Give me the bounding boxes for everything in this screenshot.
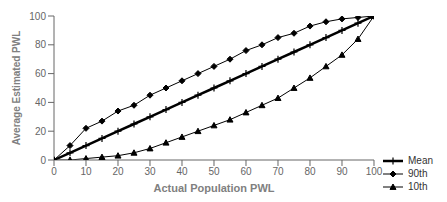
svg-text:30: 30 <box>144 166 156 177</box>
html-text:10th: 10th <box>408 181 428 192</box>
svg-text:100: 100 <box>29 11 46 22</box>
svg-text:Actual Population PWL: Actual Population PWL <box>153 182 274 194</box>
svg-text:80: 80 <box>35 39 47 50</box>
svg-text:20: 20 <box>35 126 47 137</box>
svg-text:50: 50 <box>208 166 220 177</box>
svg-text:0: 0 <box>51 166 57 177</box>
svg-text:60: 60 <box>35 68 47 79</box>
svg-text:40: 40 <box>176 166 188 177</box>
svg-text:0: 0 <box>40 155 46 166</box>
html-text:90th: 90th <box>408 168 428 179</box>
svg-text:20: 20 <box>112 166 124 177</box>
svg-text:100: 100 <box>366 166 383 177</box>
svg-text:70: 70 <box>272 166 284 177</box>
svg-text:Average Estimated PWL: Average Estimated PWL <box>11 31 22 146</box>
svg-text:80: 80 <box>304 166 316 177</box>
svg-text:60: 60 <box>240 166 252 177</box>
svg-text:10: 10 <box>80 166 92 177</box>
html-text:Mean: Mean <box>408 155 433 166</box>
svg-text:40: 40 <box>35 97 47 108</box>
svg-text:90: 90 <box>336 166 348 177</box>
